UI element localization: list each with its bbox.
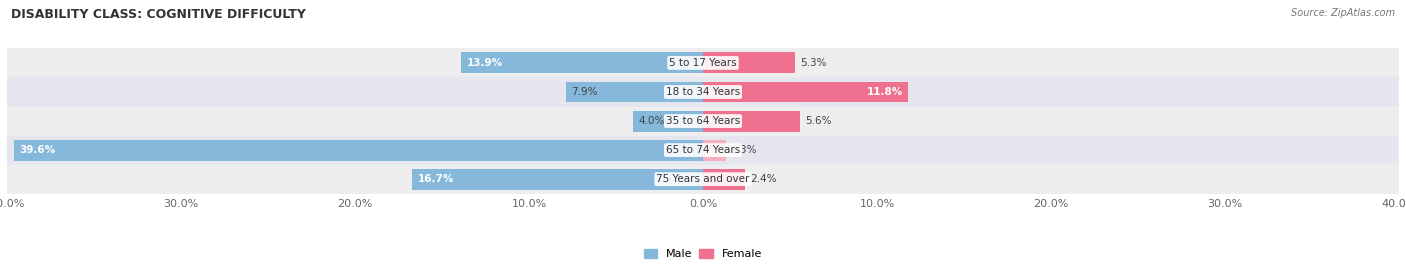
Legend: Male, Female: Male, Female <box>640 244 766 264</box>
Text: 13.9%: 13.9% <box>467 58 502 68</box>
Text: 5 to 17 Years: 5 to 17 Years <box>669 58 737 68</box>
Text: 18 to 34 Years: 18 to 34 Years <box>666 87 740 97</box>
Bar <box>565 82 703 102</box>
Text: 1.3%: 1.3% <box>731 145 758 155</box>
Bar <box>7 77 1399 107</box>
Bar <box>703 52 796 73</box>
Text: 75 Years and over: 75 Years and over <box>657 174 749 184</box>
Bar <box>703 111 800 132</box>
Bar <box>703 82 908 102</box>
Bar <box>412 169 703 190</box>
Bar <box>461 52 703 73</box>
Bar <box>633 111 703 132</box>
Text: Source: ZipAtlas.com: Source: ZipAtlas.com <box>1291 8 1395 18</box>
Text: 39.6%: 39.6% <box>20 145 55 155</box>
Bar <box>703 169 745 190</box>
Text: 65 to 74 Years: 65 to 74 Years <box>666 145 740 155</box>
Bar <box>7 48 1399 77</box>
Bar <box>7 107 1399 136</box>
Bar <box>7 136 1399 165</box>
Bar <box>703 140 725 161</box>
Text: 5.6%: 5.6% <box>806 116 832 126</box>
Text: 2.4%: 2.4% <box>749 174 776 184</box>
Bar <box>14 140 703 161</box>
Text: 16.7%: 16.7% <box>418 174 454 184</box>
Text: 4.0%: 4.0% <box>638 116 665 126</box>
Bar <box>7 165 1399 194</box>
Text: 5.3%: 5.3% <box>800 58 827 68</box>
Text: 35 to 64 Years: 35 to 64 Years <box>666 116 740 126</box>
Text: DISABILITY CLASS: COGNITIVE DIFFICULTY: DISABILITY CLASS: COGNITIVE DIFFICULTY <box>11 8 307 21</box>
Text: 11.8%: 11.8% <box>868 87 903 97</box>
Text: 7.9%: 7.9% <box>571 87 598 97</box>
